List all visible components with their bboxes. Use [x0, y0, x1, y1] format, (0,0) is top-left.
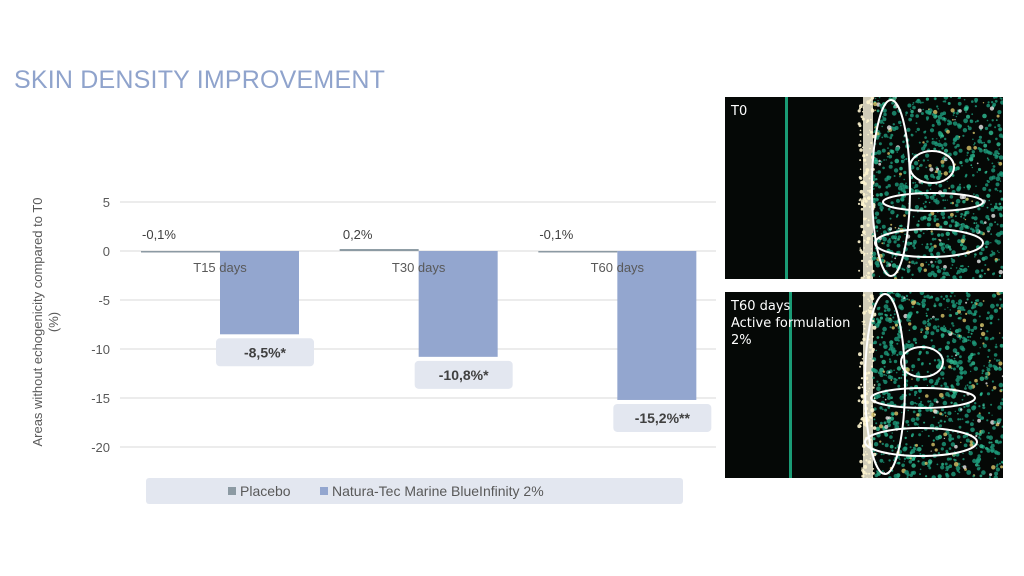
- data-label-placebo: 0,2%: [343, 227, 373, 242]
- y-tick-label: 5: [103, 195, 110, 210]
- bar-placebo: [339, 249, 419, 251]
- data-label-placebo: -0,1%: [142, 227, 176, 242]
- bar-active: [220, 251, 299, 335]
- y-axis-ticks: 5 0 -5 -10 -15 -20: [91, 195, 110, 455]
- y-tick-label: -20: [91, 440, 110, 455]
- echo-image-label-t0: T0: [731, 104, 748, 119]
- x-category-label: T60 days: [591, 260, 645, 275]
- bar-placebo: [538, 251, 618, 253]
- page-title: SKIN DENSITY IMPROVEMENT: [14, 66, 386, 94]
- data-label-active: -8,5%*: [244, 344, 287, 360]
- data-label-active: -15,2%**: [635, 410, 691, 426]
- chart-data-labels: -0,1% -8,5%* 0,2% -10,8%* -0,1% -15,2%**: [142, 227, 712, 432]
- ultrasound-scan-image: [785, 97, 1003, 279]
- echo-image-t60: T60 days Active formulation 2%: [725, 292, 1003, 478]
- bar-active: [418, 251, 498, 357]
- bar-placebo: [141, 251, 220, 253]
- data-label-active: -10,8%*: [439, 367, 489, 383]
- y-tick-label: -15: [91, 391, 110, 406]
- legend-entry: Natura-Tec Marine BlueInfinity 2%: [332, 483, 544, 499]
- echo-image-t0: T0: [725, 97, 1003, 279]
- ultrasound-scan-image: [789, 292, 1003, 478]
- data-label-box: [613, 403, 712, 432]
- legend-swatch: [228, 487, 236, 495]
- data-label-box: [414, 360, 513, 389]
- x-category-label: T15 days: [193, 260, 247, 275]
- legend-swatch: [320, 487, 328, 495]
- bar-active: [617, 251, 697, 400]
- y-tick-label: 0: [103, 244, 110, 259]
- y-tick-label: -5: [98, 293, 110, 308]
- y-tick-label: -10: [91, 342, 110, 357]
- chart-bars: [141, 249, 697, 400]
- legend-box: [146, 478, 683, 504]
- bar-chart: 50-5-10-15-20 -0,1%-8,5%*0,2%-10,8%*-0,1…: [30, 195, 716, 504]
- x-axis-categories: T15 days T30 days T60 days: [193, 260, 644, 275]
- data-label-box: [216, 338, 314, 367]
- data-label-placebo: -0,1%: [539, 227, 573, 242]
- echo-image-label-t60: T60 days Active formulation 2%: [731, 299, 851, 348]
- x-category-label: T30 days: [392, 260, 446, 275]
- y-axis-label: Areas without echogenicity compared to T…: [30, 197, 61, 446]
- legend-entry: Placebo: [240, 483, 291, 499]
- chart-legend: Placebo Natura-Tec Marine BlueInfinity 2%: [146, 478, 683, 504]
